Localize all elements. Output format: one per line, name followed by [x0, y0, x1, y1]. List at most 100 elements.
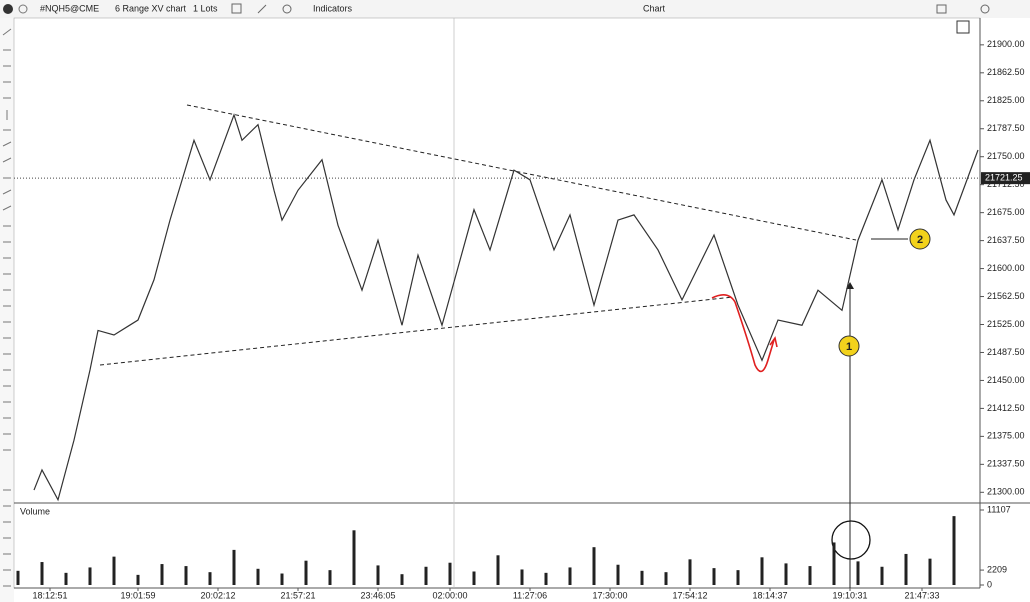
volume-bar — [400, 574, 404, 585]
x-tick-label: 11:27:06 — [513, 590, 547, 600]
volume-bar — [928, 558, 932, 585]
y-tick-label: 21562.50 — [987, 291, 1025, 301]
symbol[interactable]: #NQH5@CME — [40, 3, 99, 13]
screenshot-icon[interactable] — [936, 4, 947, 14]
volume-bar — [592, 547, 596, 585]
settings-icon[interactable] — [980, 4, 990, 14]
window-title: Chart — [643, 3, 666, 13]
logo-icon[interactable] — [3, 4, 13, 14]
volume-bar — [880, 566, 884, 585]
volume-bar — [760, 557, 764, 585]
signal-arrow-head — [846, 282, 854, 289]
x-tick-label: 18:12:51 — [32, 590, 67, 600]
volume-bar — [496, 555, 500, 585]
left-toolbar-bg — [0, 18, 14, 602]
resistance-trendline[interactable] — [186, 104, 857, 241]
y-tick-label: 21900.00 — [987, 39, 1025, 49]
volume-bar — [424, 566, 428, 585]
volume-bar — [304, 560, 308, 585]
left-toolbar — [0, 18, 14, 602]
x-tick-label: 17:54:12 — [672, 590, 707, 600]
volume-bar — [16, 570, 20, 585]
volume-bar — [136, 574, 140, 585]
volume-bar — [664, 572, 668, 585]
y-tick-label: 21375.00 — [987, 431, 1025, 441]
volume-bar — [688, 559, 692, 585]
x-tick-label: 20:02:12 — [200, 590, 235, 600]
y-tick-label: 21862.50 — [987, 67, 1025, 77]
y-tick-label: 21637.50 — [987, 235, 1025, 245]
toolbar: #NQH5@CME 6 Range XV chart 1 Lots Indica… — [0, 0, 1030, 34]
y-tick-label: 21825.00 — [987, 95, 1025, 105]
tool-icons[interactable] — [2, 28, 12, 587]
volume-bar — [640, 570, 644, 585]
y-tick-label: 21300.00 — [987, 487, 1025, 497]
volume-bar — [64, 572, 68, 585]
indicators[interactable]: Indicators — [313, 3, 353, 13]
volume-bar — [256, 568, 260, 585]
last-price-label: 21721.25 — [985, 173, 1023, 183]
volume-highlight — [831, 520, 871, 560]
volume-bar — [232, 549, 236, 585]
volume-bar — [184, 566, 188, 585]
zoom-icon[interactable] — [282, 4, 292, 14]
support-trendline[interactable] — [99, 296, 734, 366]
x-tick-label: 21:57:21 — [280, 590, 315, 600]
y-tick-label: 21412.50 — [987, 403, 1025, 413]
volume-bar — [352, 530, 356, 585]
marker-1-label: 1 — [846, 341, 852, 353]
volume-bar — [160, 564, 164, 585]
arrow-head — [769, 336, 778, 348]
volume-bar — [280, 573, 284, 585]
y-tick-label: 21675.00 — [987, 207, 1025, 217]
volume-bar — [472, 571, 476, 585]
volume-bar — [832, 542, 836, 585]
y-tick-label: 21450.00 — [987, 375, 1025, 385]
y-tick-label: 21750.00 — [987, 151, 1025, 161]
volume-bar — [856, 561, 860, 585]
x-tick-label: 18:14:37 — [752, 590, 787, 600]
volume-title: Volume — [20, 506, 50, 516]
volume-bar — [520, 569, 524, 585]
volume-bar — [448, 562, 452, 585]
x-tick-label: 19:10:31 — [832, 590, 867, 600]
x-tick-label: 19:01:59 — [120, 590, 155, 600]
x-tick-label: 23:46:05 — [360, 590, 395, 600]
price-line — [33, 113, 979, 502]
draw-icon[interactable] — [257, 4, 267, 14]
scroll-end-button[interactable] — [956, 20, 970, 34]
volume-bar — [544, 572, 548, 585]
volume-y-tick-label: 11107 — [987, 504, 1011, 514]
false-breakout-arrow — [711, 294, 775, 373]
lots[interactable]: 1 Lots — [193, 3, 218, 13]
volume-bar — [616, 564, 620, 585]
chart-type[interactable]: 6 Range XV chart — [115, 3, 187, 13]
marker-2-label: 2 — [917, 234, 923, 246]
toolbar-bg — [0, 0, 1030, 18]
volume-bar — [712, 568, 716, 585]
volume-bar — [568, 567, 572, 585]
volume-bar — [784, 563, 788, 585]
x-tick-label: 02:00:00 — [432, 590, 467, 600]
link-icon[interactable] — [18, 4, 28, 14]
last-price-box — [981, 172, 1030, 185]
marker-1 — [838, 335, 860, 357]
y-tick-label: 21600.00 — [987, 263, 1025, 273]
volume-bar — [808, 566, 812, 585]
y-tick-label: 21787.50 — [987, 123, 1025, 133]
volume-bar — [328, 570, 332, 585]
volume-bar — [376, 565, 380, 585]
volume-bar — [736, 570, 740, 585]
y-tick-label: 21525.00 — [987, 319, 1025, 329]
x-tick-label: 17:30:00 — [592, 590, 627, 600]
bar-type-icon[interactable] — [231, 3, 242, 14]
y-tick-label: 21337.50 — [987, 459, 1025, 469]
volume-bar — [208, 572, 212, 585]
volume-bar — [88, 567, 92, 585]
volume-y-tick-label: 2209 — [987, 564, 1007, 574]
volume-bar — [40, 562, 44, 585]
volume-y-tick-label: 0 — [987, 579, 992, 589]
y-tick-label: 21487.50 — [987, 347, 1025, 357]
